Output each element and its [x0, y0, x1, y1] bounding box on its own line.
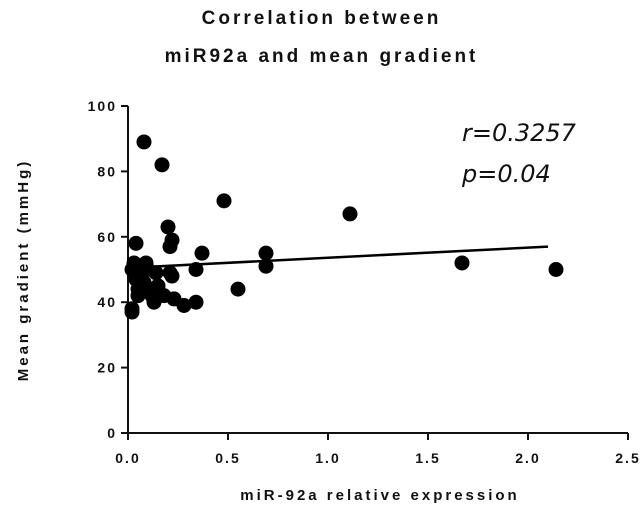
regression-line — [127, 245, 549, 270]
data-point — [548, 262, 564, 277]
y-tick-label: 100 — [88, 98, 117, 114]
x-tick-label: 1.5 — [415, 450, 440, 466]
x-tick-label: 2.5 — [615, 450, 640, 466]
x-tick-label: 2.0 — [515, 450, 540, 466]
x-tick-label: 1.0 — [315, 450, 340, 466]
data-point — [148, 265, 164, 281]
y-axis-ticks: 0 20 40 60 80 100 — [88, 98, 128, 441]
x-axis-title: miR-92a relative expression — [240, 487, 519, 504]
data-point — [164, 232, 180, 248]
data-point — [154, 157, 170, 173]
x-tick-label: 0.5 — [215, 450, 240, 466]
data-point — [230, 281, 246, 297]
data-point — [130, 288, 146, 304]
y-tick-label: 60 — [97, 229, 117, 245]
data-point — [124, 301, 140, 317]
y-tick-label: 20 — [97, 360, 117, 376]
data-point — [128, 235, 144, 251]
p-value-annotation: p=0.04 — [461, 160, 551, 188]
r-value-annotation: r=0.3257 — [462, 119, 577, 147]
data-point — [194, 245, 210, 261]
data-point — [454, 255, 470, 271]
data-point — [188, 294, 204, 310]
data-point — [164, 268, 180, 284]
data-point — [136, 134, 152, 150]
x-tick-label: 0.0 — [115, 450, 140, 466]
data-point — [258, 258, 274, 274]
data-point — [258, 245, 274, 261]
x-axis-ticks: 0.0 0.5 1.0 1.5 2.0 2.5 — [115, 433, 640, 466]
y-tick-label: 0 — [107, 425, 117, 441]
data-point — [160, 219, 176, 235]
data-point — [216, 193, 232, 209]
y-tick-label: 80 — [97, 163, 117, 179]
regression-line-group — [127, 245, 549, 270]
y-axis-title: Mean gradient (mmHg) — [15, 159, 32, 382]
chart-title-line-1: Correlation between — [201, 8, 442, 29]
chart-title-line-2: miR92a and mean gradient — [164, 46, 479, 67]
data-point — [176, 297, 192, 313]
data-point — [342, 206, 358, 222]
y-tick-label: 40 — [97, 294, 117, 310]
